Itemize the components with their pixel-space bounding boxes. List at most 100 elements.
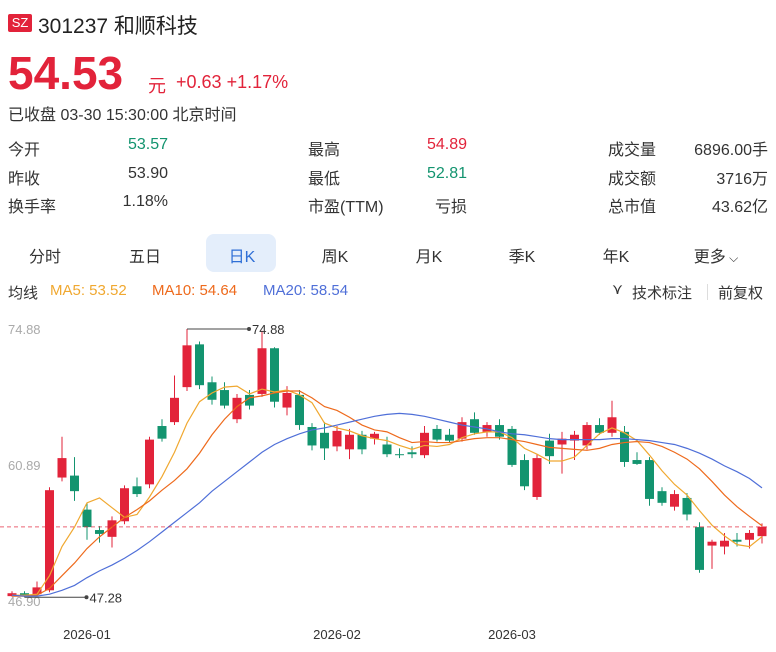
candle-body	[632, 460, 642, 464]
candle-body	[95, 530, 104, 534]
candle-body	[157, 426, 167, 439]
candle-body	[495, 425, 504, 437]
candle-body	[545, 440, 554, 457]
candle-body	[45, 490, 54, 591]
stat-label: 最低	[308, 171, 341, 188]
separator	[707, 284, 708, 300]
legend-entry: MA20: 58.54	[263, 282, 349, 299]
candle-body	[270, 348, 279, 402]
stat-label: 昨收	[8, 171, 41, 188]
legend-entry: MA5: 53.52	[50, 282, 127, 299]
stat-value: 53.90	[127, 165, 168, 182]
candle-body	[732, 539, 742, 542]
candle-body	[70, 475, 79, 492]
stat-value: 53.57	[127, 136, 168, 153]
candle-body	[382, 444, 392, 455]
candle-body	[620, 431, 629, 462]
market-badge: SZ	[8, 14, 32, 32]
candle-body	[507, 428, 517, 465]
candle-body	[132, 486, 142, 495]
candle-body	[345, 434, 354, 450]
stat-label: 市盈(TTM)	[308, 199, 384, 216]
annotation-dot	[84, 595, 89, 600]
candle-body	[432, 428, 442, 440]
candle-body	[32, 587, 42, 595]
stat-value: 6896.00手	[694, 142, 768, 159]
price: 54.53	[8, 47, 124, 99]
candle-body	[282, 392, 292, 408]
tab[interactable]: 年K	[602, 249, 630, 266]
stat-label: 最高	[308, 142, 341, 159]
candle-body	[445, 434, 454, 441]
ma-line	[11, 412, 763, 597]
annotation-dot	[247, 327, 251, 331]
candle-body	[257, 348, 267, 394]
candle-body	[570, 434, 579, 441]
tool-icon: ⋎	[612, 281, 623, 298]
tab[interactable]: 更多 ⌵	[693, 249, 739, 266]
candle-body	[207, 382, 217, 400]
tab[interactable]: 分时	[28, 249, 62, 266]
y-tick-label: 60.89	[8, 458, 41, 473]
tab-highlight	[206, 234, 276, 272]
candle-body	[7, 593, 17, 597]
tab[interactable]: 周K	[321, 249, 349, 266]
stat-value: 54.89	[426, 136, 467, 153]
indicator-label: 均线	[8, 285, 39, 302]
stat-value: 3716万	[716, 171, 768, 188]
tool-button[interactable]: 技术标注	[632, 285, 693, 302]
candle-body	[695, 527, 704, 570]
candle-body	[120, 488, 129, 522]
candle-body	[395, 454, 404, 456]
tab[interactable]: 月K	[415, 249, 443, 266]
stock-code: 301237	[38, 15, 109, 38]
x-tick-label: 2026-03	[488, 627, 536, 642]
market-status: 已收盘 03-30 15:30:00 北京时间	[8, 107, 237, 124]
change-pct: +1.17%	[226, 72, 289, 92]
chevron: ⌵	[725, 251, 739, 265]
candle-body	[307, 426, 317, 446]
candle-body	[145, 439, 154, 485]
tool-button[interactable]: 前复权	[718, 285, 764, 302]
candle-body	[295, 394, 304, 426]
tab[interactable]: 日K	[228, 249, 256, 266]
candle-body	[645, 460, 654, 499]
stat-label: 今开	[8, 142, 41, 159]
candle-body	[370, 433, 379, 439]
stat-label: 成交量	[608, 142, 657, 159]
candle-body	[107, 520, 117, 537]
candle-body	[245, 394, 254, 406]
ma-line	[12, 390, 763, 597]
candle-body	[332, 430, 342, 447]
candle-body	[232, 397, 242, 420]
candle-body	[407, 452, 417, 455]
candle-body	[357, 434, 367, 450]
x-tick-label: 2026-01	[63, 627, 111, 642]
candle-body	[82, 509, 92, 528]
candle-body	[520, 460, 529, 487]
ma-line	[12, 385, 763, 596]
candle-body	[482, 425, 492, 432]
change-abs: +0.63	[176, 72, 222, 92]
candle-body	[582, 425, 592, 446]
candle-body	[682, 497, 692, 515]
legend-entry: MA10: 54.64	[152, 282, 238, 299]
stat-value: 1.18%	[122, 193, 168, 210]
stat-label: 总市值	[608, 199, 657, 216]
tab[interactable]: 季K	[508, 249, 536, 266]
annotation-label: 74.88	[252, 322, 285, 337]
tab[interactable]: 五日	[128, 249, 162, 266]
y-tick-label: 46.90	[8, 594, 41, 609]
candle-body	[195, 344, 204, 386]
candle-body	[420, 432, 429, 456]
candle-body	[532, 458, 542, 497]
candle-body	[182, 345, 192, 388]
candle-body	[220, 390, 229, 406]
stock-title: 301237 和顺科技	[38, 10, 198, 40]
candle-body	[20, 593, 29, 597]
candle-body	[170, 397, 179, 423]
x-tick-label: 2026-02	[313, 627, 361, 642]
candle-body	[57, 458, 67, 478]
price-unit: 元	[148, 76, 166, 96]
